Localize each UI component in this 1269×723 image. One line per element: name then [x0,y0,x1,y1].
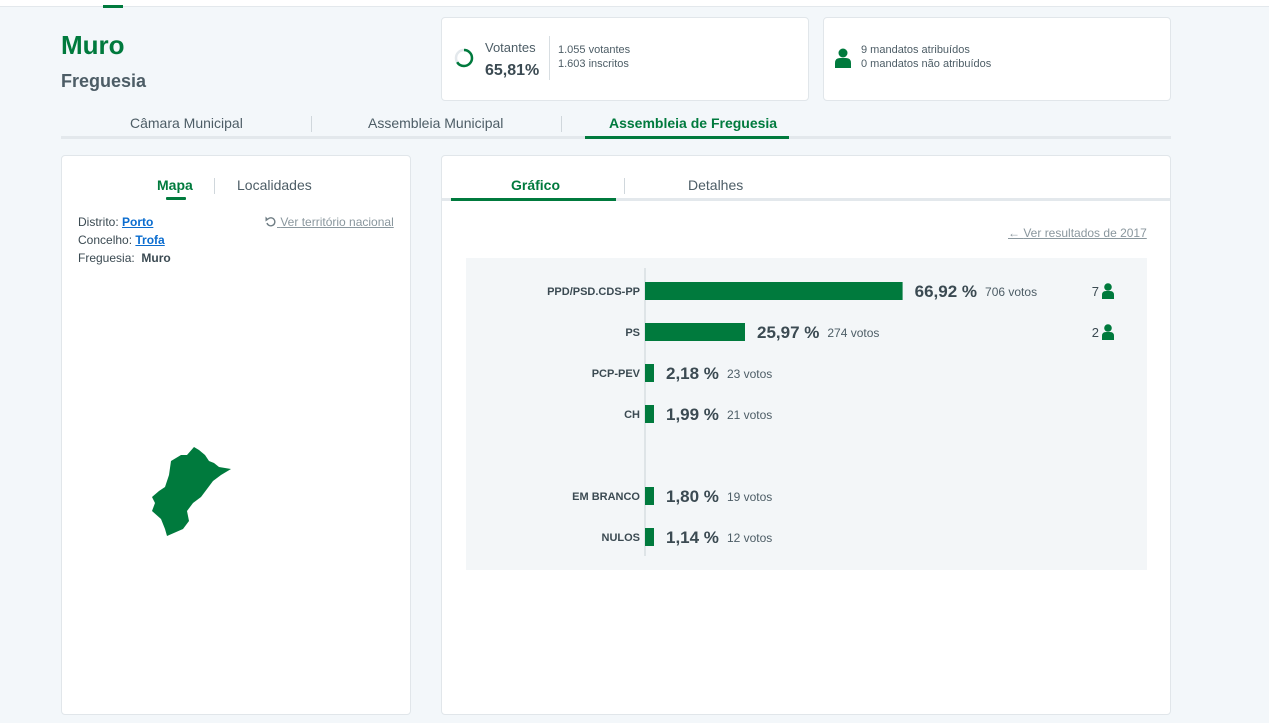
votes-label: 706 votos [985,285,1037,299]
turnout-card: Votantes 65,81% 1.055 votantes 1.603 ins… [441,17,809,101]
result-bar[interactable] [645,323,745,341]
tab-assembleia-freguesia[interactable]: Assembleia de Freguesia [609,115,778,131]
distrito-label: Distrito: [78,215,119,229]
seats-assigned: 9 mandatos atribuídos [861,44,970,56]
previous-results-link[interactable]: ← Ver resultados de 2017 [1008,226,1147,240]
tab-divider [624,178,625,194]
tab-grafico-underline [451,198,616,201]
tab-divider [214,178,215,194]
page-subtitle: Freguesia [61,71,147,91]
concelho-link[interactable]: Trofa [135,233,165,247]
party-label: PCP-PEV [592,368,641,380]
tab-active-underline [585,136,789,139]
percent-label: 1,80 % [666,487,719,506]
votes-label: 23 votos [727,367,772,381]
party-label: PS [625,327,640,339]
turnout-percent: 65,81% [485,62,540,79]
seats-card: 9 mandatos atribuídos 0 mandatos não atr… [823,17,1171,101]
results-chart-svg: PPD/PSD.CDS-PP 66,92 % 706 votos 7 PS 25,97 %… [547,268,1114,556]
tab-mapa[interactable]: Mapa [157,177,193,193]
votes-label: 19 votos [727,490,772,504]
national-territory-link[interactable]: Ver território nacional [265,215,394,229]
results-card: Gráfico Detalhes ← Ver resultados de 201… [441,155,1171,715]
seats-count: 7 [1092,284,1099,299]
concelho-row: Concelho: Trofa [78,233,165,247]
result-bar[interactable] [645,364,654,382]
seats-count: 2 [1092,325,1099,340]
person-icon [1102,324,1114,340]
result-bar[interactable] [645,405,654,423]
turnout-divider [549,36,550,80]
tab-divider [561,116,562,132]
party-label: NULOS [602,532,641,544]
undo-icon [265,216,276,227]
freguesia-value: Muro [141,251,171,265]
tab-mapa-underline [166,197,186,200]
tab-camara-municipal[interactable]: Câmara Municipal [130,115,243,131]
result-bar[interactable] [645,528,654,546]
percent-label: 25,97 % [757,323,819,342]
tab-localidades[interactable]: Localidades [237,177,312,193]
parish-map-shape[interactable] [147,441,237,541]
party-label: CH [624,409,640,421]
seats-unassigned: 0 mandatos não atribuídos [861,58,992,70]
tab-grafico[interactable]: Gráfico [511,177,561,193]
results-chart: PPD/PSD.CDS-PP 66,92 % 706 votos 7 PS 25,97 %… [466,258,1147,570]
percent-label: 66,92 % [915,282,977,301]
result-bar[interactable] [645,282,903,300]
percent-label: 2,18 % [666,364,719,383]
arrow-left-icon: ← [1008,226,1020,240]
votes-label: 21 votos [727,408,772,422]
turnout-ring-icon [454,48,474,68]
map-card: Mapa Localidades Distrito: Porto Concelh… [61,155,411,715]
freguesia-label: Freguesia: [78,251,135,265]
voters-count: 1.055 votantes [558,44,631,56]
page-title: Muro [61,30,125,60]
distrito-row: Distrito: Porto [78,215,153,229]
party-label: EM BRANCO [572,491,640,503]
tab-detalhes[interactable]: Detalhes [688,177,744,193]
person-icon [1102,283,1114,299]
votes-label: 12 votos [727,531,772,545]
subtabs-baseline [442,198,1170,201]
top-bar [0,0,1269,7]
concelho-label: Concelho: [78,233,133,247]
previous-results-label: Ver resultados de 2017 [1023,226,1147,240]
person-icon [835,48,851,68]
freguesia-row: Freguesia: Muro [78,251,171,265]
top-bar-accent [103,5,123,8]
tab-divider [311,116,312,132]
election-tabs: Câmara Municipal Assembleia Municipal As… [61,110,1171,140]
turnout-label: Votantes [485,40,536,55]
national-territory-label: Ver território nacional [280,215,394,229]
percent-label: 1,14 % [666,528,719,547]
percent-label: 1,99 % [666,405,719,424]
votes-label: 274 votos [827,326,879,340]
party-label: PPD/PSD.CDS-PP [547,286,640,298]
tab-assembleia-municipal[interactable]: Assembleia Municipal [368,115,504,131]
result-bar[interactable] [645,487,654,505]
registered-count: 1.603 inscritos [558,58,629,70]
distrito-link[interactable]: Porto [122,215,154,229]
